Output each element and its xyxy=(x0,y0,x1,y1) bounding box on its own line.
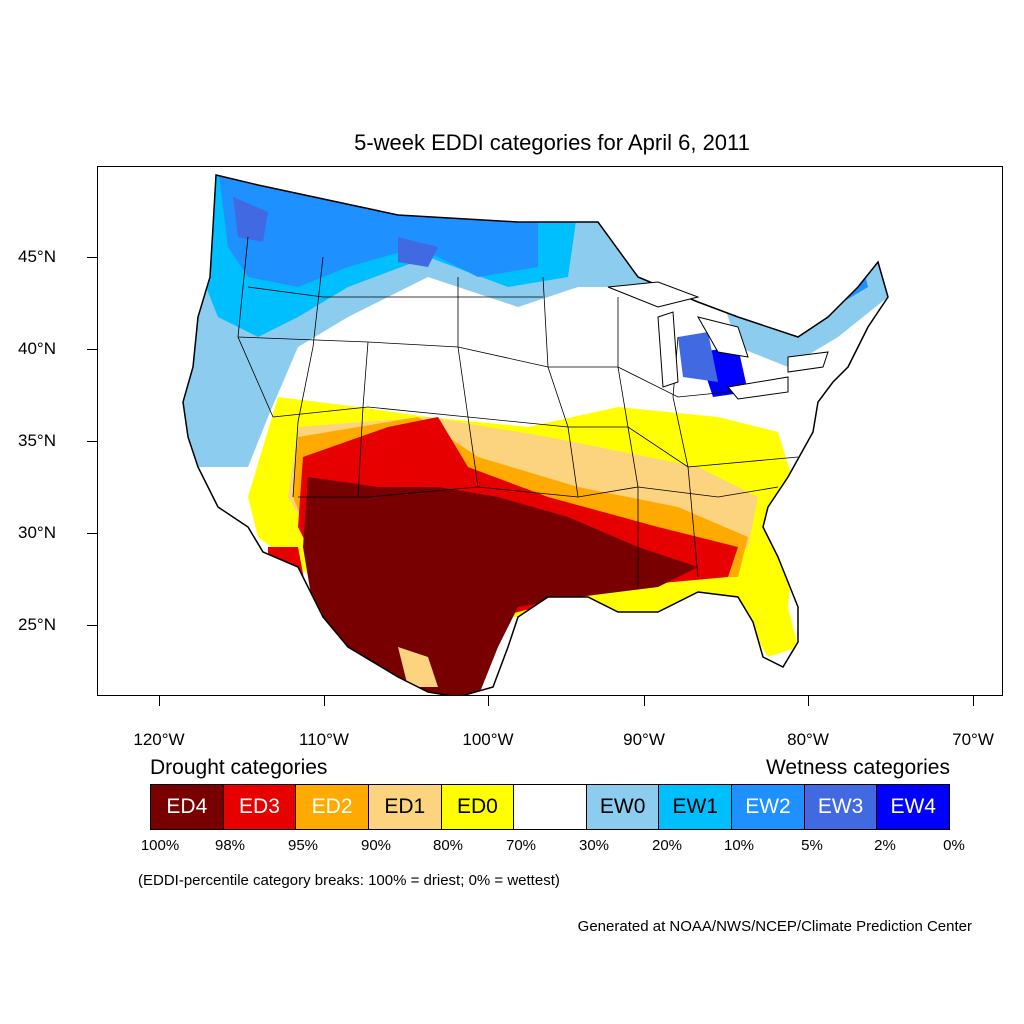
legend-box-ew1: EW1 xyxy=(659,785,733,829)
break-label: 80% xyxy=(432,837,464,854)
legend-box-ew2: EW2 xyxy=(732,785,805,829)
legend-box-ed1: ED1 xyxy=(368,785,442,829)
y-tick xyxy=(87,349,97,350)
drought-heading: Drought categories xyxy=(150,756,328,779)
map-panel xyxy=(97,166,1003,696)
legend-box-ew3: EW3 xyxy=(804,785,878,829)
y-tick-label: 25°N xyxy=(18,615,56,634)
break-label: 2% xyxy=(874,837,896,854)
break-label: 5% xyxy=(801,837,823,854)
category-note: (EDDI-percentile category breaks: 100% =… xyxy=(138,872,560,889)
legend-box-ew0: EW0 xyxy=(586,785,660,829)
x-tick-label: 80°W xyxy=(787,730,829,749)
x-tick xyxy=(488,696,489,706)
x-tick xyxy=(644,696,645,706)
y-tick-label: 40°N xyxy=(18,339,56,358)
x-tick-label: 90°W xyxy=(623,730,665,749)
map-title: 5-week EDDI categories for April 6, 2011 xyxy=(354,130,750,155)
y-tick-label: 45°N xyxy=(18,247,56,266)
legend-box-normal xyxy=(514,785,587,829)
y-tick-label: 35°N xyxy=(18,431,56,450)
x-tick-label: 110°W xyxy=(299,730,349,749)
legend-bar: ED4 ED3 ED2 ED1 ED0 EW0 EW1 EW2 EW3 EW4 xyxy=(150,784,950,830)
break-label: 30% xyxy=(578,837,610,854)
break-label: 10% xyxy=(723,837,755,854)
great-lakes xyxy=(607,281,829,400)
legend-box-ed2: ED2 xyxy=(296,785,369,829)
break-label: 90% xyxy=(360,837,392,854)
x-tick-label: 100°W xyxy=(462,730,514,749)
break-label: 70% xyxy=(505,837,537,854)
x-tick-label: 120°W xyxy=(133,730,185,749)
coastline xyxy=(182,174,889,695)
credit-line: Generated at NOAA/NWS/NCEP/Climate Predi… xyxy=(577,918,972,935)
y-tick xyxy=(87,625,97,626)
y-tick xyxy=(87,257,97,258)
x-tick xyxy=(808,696,809,706)
legend-box-ew4: EW4 xyxy=(877,785,950,829)
x-tick-label: 70°W xyxy=(952,730,994,749)
break-label: 100% xyxy=(140,837,180,854)
x-tick xyxy=(324,696,325,706)
y-tick xyxy=(87,533,97,534)
x-tick xyxy=(973,696,974,706)
legend-box-ed3: ED3 xyxy=(223,785,297,829)
wetness-heading: Wetness categories xyxy=(765,756,950,779)
break-label: 98% xyxy=(214,837,246,854)
y-tick xyxy=(87,441,97,442)
break-label: 95% xyxy=(287,837,319,854)
break-label: 0% xyxy=(943,837,965,854)
legend-box-ed4: ED4 xyxy=(151,785,224,829)
break-label: 20% xyxy=(651,837,683,854)
y-tick-label: 30°N xyxy=(18,523,56,542)
legend-box-ed0: ED0 xyxy=(441,785,515,829)
x-tick xyxy=(159,696,160,706)
eddi-map xyxy=(182,174,889,695)
eddi-shading xyxy=(183,175,888,695)
